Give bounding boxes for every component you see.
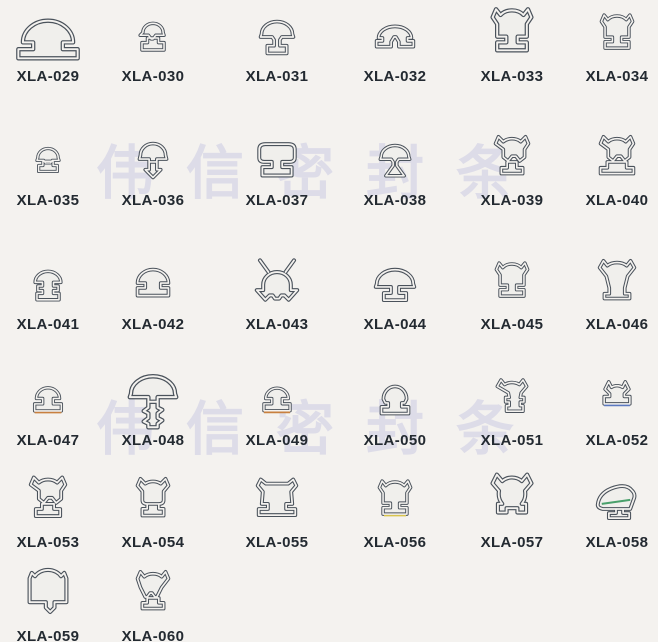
profile-drawing-icon (493, 134, 531, 176)
profile-drawing-icon (33, 269, 63, 302)
accent-color-line (601, 498, 631, 505)
profile-drawing-icon (494, 261, 530, 298)
product-code-label: XLA-034 (585, 68, 649, 85)
product-code-label: XLA-060 (121, 628, 185, 642)
profile-drawing-icon (32, 386, 64, 414)
product-code-label: XLA-039 (480, 192, 544, 209)
product-code-label: XLA-057 (480, 534, 544, 551)
product-code-label: XLA-056 (363, 534, 427, 551)
profile-cell: XLA-051 (457, 372, 567, 449)
profile-drawing-icon (135, 476, 171, 518)
profile-cell: XLA-039 (457, 132, 567, 209)
watermark-band-2: 伟信密封条 (96, 397, 547, 462)
profile-cell: XLA-031 (222, 8, 332, 85)
profile-drawing-icon (495, 378, 529, 413)
profile-drawing-icon (16, 18, 80, 61)
profile-cell: XLA-035 (0, 132, 103, 209)
profile-drawing-icon (138, 21, 166, 52)
product-code-label: XLA-029 (16, 68, 80, 85)
profile-cell: XLA-053 (0, 474, 103, 551)
product-code-label: XLA-032 (363, 68, 427, 85)
profile-drawing-icon (35, 146, 61, 174)
profile-drawing-icon (135, 570, 171, 611)
product-code-label: XLA-045 (480, 316, 544, 333)
profile-cell: XLA-042 (98, 256, 208, 333)
profile-cell: XLA-040 (562, 132, 658, 209)
profile-drawing-icon (28, 475, 68, 519)
product-code-label: XLA-042 (121, 316, 185, 333)
product-code-label: XLA-050 (363, 432, 427, 449)
profile-cell: XLA-050 (340, 372, 450, 449)
profile-drawing-icon (595, 484, 637, 521)
product-code-label: XLA-035 (16, 192, 80, 209)
profile-cell: XLA-056 (340, 474, 450, 551)
profile-cell: XLA-037 (222, 132, 332, 209)
product-code-label: XLA-053 (16, 534, 80, 551)
product-code-label: XLA-051 (480, 432, 544, 449)
product-code-label: XLA-037 (245, 192, 309, 209)
profile-cell: XLA-057 (457, 472, 567, 551)
profile-drawing-icon (255, 477, 299, 518)
profile-drawing-icon (254, 258, 300, 302)
profile-drawing-icon (602, 380, 632, 407)
profile-cell: XLA-033 (457, 7, 567, 85)
profile-drawing-icon (137, 141, 169, 180)
profile-drawing-icon (490, 7, 534, 53)
profile-cell: XLA-029 (0, 8, 103, 85)
profile-cell: XLA-046 (562, 256, 658, 333)
profile-drawing-icon (262, 386, 292, 414)
profile-drawing-icon (599, 13, 635, 50)
profile-cell: XLA-054 (98, 474, 208, 551)
profile-drawing-icon (377, 479, 413, 517)
profile-cell: XLA-055 (222, 474, 332, 551)
profile-drawing-icon (598, 134, 636, 176)
product-code-label: XLA-031 (245, 68, 309, 85)
product-code-label: XLA-043 (245, 316, 309, 333)
product-code-label: XLA-040 (585, 192, 649, 209)
profile-cell: XLA-032 (340, 8, 450, 85)
product-code-label: XLA-049 (245, 432, 309, 449)
profile-drawing-icon (258, 19, 296, 56)
profile-drawing-icon (257, 142, 297, 178)
product-code-label: XLA-030 (121, 68, 185, 85)
product-code-label: XLA-048 (121, 432, 185, 449)
product-code-label: XLA-046 (585, 316, 649, 333)
profile-drawing-icon (374, 24, 416, 49)
profile-drawing-icon (597, 258, 637, 301)
product-code-label: XLA-052 (585, 432, 649, 449)
product-code-label: XLA-038 (363, 192, 427, 209)
product-code-label: XLA-055 (245, 534, 309, 551)
profile-drawing-icon (379, 384, 411, 416)
profile-cell: XLA-030 (98, 8, 208, 85)
profile-cell: XLA-038 (340, 132, 450, 209)
profile-cell: XLA-049 (222, 372, 332, 449)
product-code-label: XLA-036 (121, 192, 185, 209)
profile-cell: XLA-043 (222, 256, 332, 333)
product-code-label: XLA-044 (363, 316, 427, 333)
profile-cell: XLA-059 (0, 567, 103, 642)
product-code-label: XLA-059 (16, 628, 80, 642)
profile-cell: XLA-034 (562, 8, 658, 85)
product-code-label: XLA-041 (16, 316, 80, 333)
profile-drawing-icon (27, 567, 69, 614)
product-code-label: XLA-033 (480, 68, 544, 85)
profile-cell: XLA-041 (0, 256, 103, 333)
profile-drawing-icon (127, 374, 179, 430)
profile-cell: XLA-052 (562, 372, 658, 449)
product-code-label: XLA-054 (121, 534, 185, 551)
product-code-label: XLA-047 (16, 432, 80, 449)
profile-cell: XLA-058 (562, 474, 658, 551)
profile-drawing-icon (490, 472, 534, 515)
product-code-label: XLA-058 (585, 534, 649, 551)
profile-drawing-icon (378, 143, 412, 178)
profile-cell: XLA-060 (98, 568, 208, 642)
profile-drawing-icon (373, 267, 417, 303)
profile-cell: XLA-036 (98, 132, 208, 209)
profile-drawing-icon (135, 267, 171, 298)
profile-cell: XLA-045 (457, 256, 567, 333)
profile-cell: XLA-044 (340, 256, 450, 333)
profile-cell: XLA-048 (98, 372, 208, 449)
profile-cell: XLA-047 (0, 372, 103, 449)
